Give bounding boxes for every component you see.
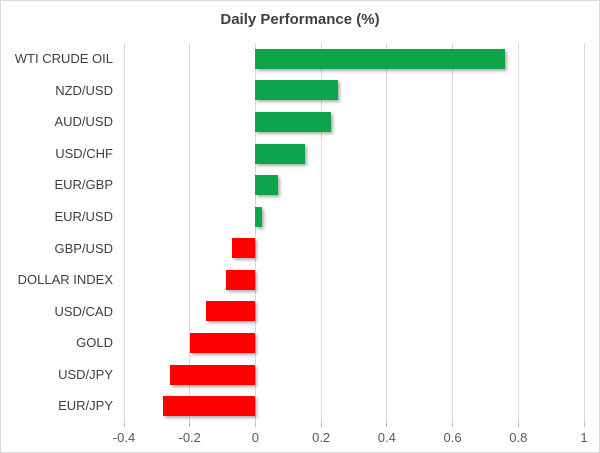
x-tick-label: -0.4 bbox=[112, 430, 136, 445]
x-tick-label: 0.6 bbox=[443, 430, 462, 445]
bar bbox=[206, 301, 256, 322]
category-label: USD/JPY bbox=[58, 366, 113, 382]
tick-mark bbox=[320, 422, 322, 427]
category-label: GOLD bbox=[76, 335, 113, 351]
tick-mark bbox=[254, 422, 256, 427]
gridline bbox=[452, 43, 454, 422]
x-tick-label: -0.2 bbox=[178, 430, 201, 445]
category-label: WTI CRUDE OIL bbox=[14, 51, 113, 66]
bar bbox=[255, 206, 262, 227]
gridline bbox=[123, 43, 125, 422]
bar bbox=[255, 175, 279, 196]
tick-mark bbox=[517, 422, 519, 427]
x-tick-label: 0 bbox=[251, 430, 260, 445]
bar bbox=[170, 364, 256, 385]
x-tick-label: 0.8 bbox=[509, 430, 528, 445]
gridline bbox=[386, 43, 388, 422]
bar bbox=[232, 238, 256, 259]
chart-title: Daily Performance (%) bbox=[220, 11, 380, 28]
bar bbox=[255, 111, 331, 132]
x-tick-label: 0.2 bbox=[312, 430, 331, 445]
tick-mark bbox=[452, 422, 454, 427]
category-label: NZD/USD bbox=[55, 82, 113, 98]
tick-mark bbox=[189, 422, 191, 427]
bar bbox=[255, 143, 305, 164]
category-label: USD/CHF bbox=[55, 145, 113, 161]
gridline bbox=[320, 43, 322, 422]
category-label: AUD/USD bbox=[54, 114, 113, 130]
category-label: EUR/JPY bbox=[58, 398, 113, 414]
x-tick-label: 0.4 bbox=[377, 430, 396, 445]
gridline bbox=[254, 43, 256, 422]
category-label: GBP/USD bbox=[54, 240, 113, 256]
gridline bbox=[517, 43, 519, 422]
tick-mark bbox=[123, 422, 125, 427]
bar bbox=[255, 80, 338, 101]
x-tick-label: 1 bbox=[580, 430, 588, 445]
category-label: USD/CAD bbox=[54, 303, 113, 319]
category-label: EUR/USD bbox=[54, 208, 113, 224]
category-label: DOLLAR INDEX bbox=[17, 272, 113, 288]
bar bbox=[255, 48, 506, 69]
tick-mark bbox=[583, 422, 585, 427]
bar bbox=[189, 333, 256, 354]
plot-area bbox=[123, 43, 585, 422]
bar bbox=[225, 269, 256, 290]
gridline bbox=[583, 43, 585, 422]
gridline bbox=[189, 43, 191, 422]
category-label: EUR/GBP bbox=[54, 177, 113, 193]
bar bbox=[163, 396, 256, 417]
tick-mark bbox=[386, 422, 388, 427]
